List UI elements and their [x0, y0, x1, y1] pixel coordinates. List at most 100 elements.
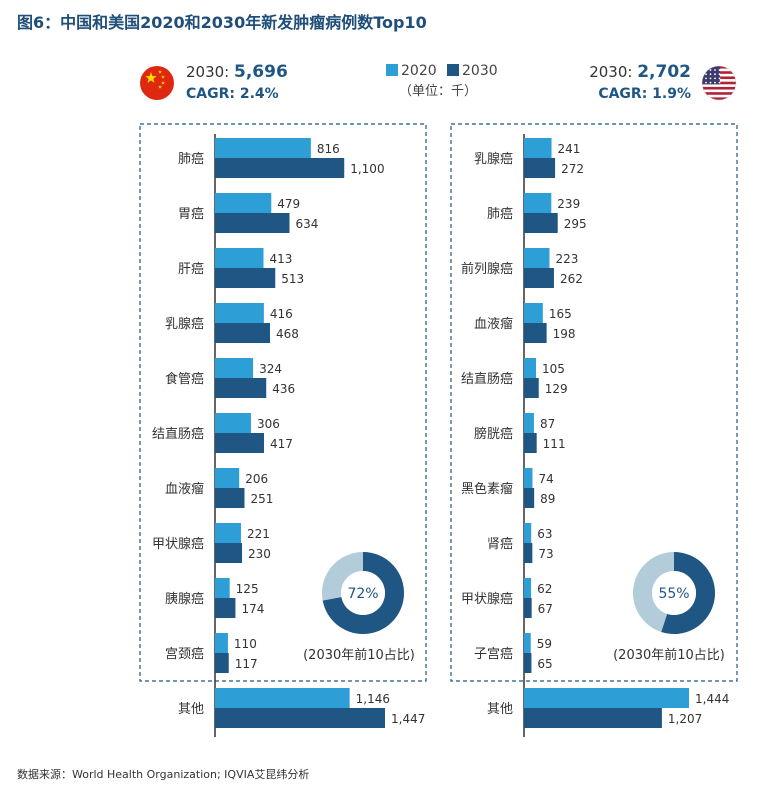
usa-flag-star — [705, 81, 707, 84]
value-label-2020: 63 — [537, 527, 552, 541]
value-label-2030: 198 — [553, 327, 576, 341]
value-label-2030: 174 — [241, 602, 264, 616]
bar-2030-China — [215, 488, 245, 508]
usa-flag-stripe — [702, 94, 736, 98]
usa-flag-star — [714, 69, 716, 71]
value-label-2020: 59 — [537, 637, 552, 651]
usa-flag-star — [718, 81, 721, 84]
total-2030-value: 2,702 — [637, 62, 691, 82]
bar-2020-China — [215, 578, 230, 598]
bar-2020-USA — [524, 138, 552, 158]
category-label: 胰腺癌 — [165, 591, 204, 607]
total-2030-label: 2030: — [589, 63, 637, 81]
value-label-2020: 221 — [247, 527, 270, 541]
bar-2030-USA — [524, 378, 539, 398]
category-label: 乳腺癌 — [474, 151, 513, 167]
bar-2030-China — [215, 158, 345, 178]
category-label: 其他 — [487, 702, 513, 717]
usa-flag-stripe — [702, 97, 736, 100]
donut-hole-USA — [652, 571, 696, 615]
value-label-2020: 1,146 — [356, 692, 390, 706]
value-label-2030: 262 — [560, 272, 583, 286]
category-label: 其他 — [178, 702, 204, 717]
bar-2020-China — [215, 248, 264, 268]
usa-flag-star — [714, 77, 716, 80]
source-note: 数据来源：World Health Organization; IQVIA艾昆纬… — [17, 768, 310, 781]
value-label-2030: 89 — [540, 492, 555, 506]
china-flag-star — [145, 72, 157, 83]
value-label-2020: 479 — [277, 197, 300, 211]
value-label-2030: 272 — [561, 162, 584, 176]
value-label-2030: 436 — [272, 382, 295, 396]
value-label-2030: 230 — [248, 547, 271, 561]
china-flag-star — [161, 75, 165, 79]
value-label-2020: 241 — [558, 142, 581, 156]
value-label-2030: 67 — [538, 602, 553, 616]
value-label-2020: 74 — [538, 472, 553, 486]
bar-2020-China — [215, 468, 240, 488]
bar-2020-USA — [524, 688, 689, 708]
bar-2030-China — [215, 268, 276, 288]
category-label: 肝癌 — [178, 261, 204, 277]
legend-swatch-2030 — [447, 64, 459, 76]
category-label: 血液瘤 — [474, 316, 513, 332]
bar-2020-China — [215, 413, 251, 433]
china-flag-star — [161, 81, 165, 85]
legend-label-2020: 2020 — [401, 63, 437, 79]
bar-2020-China — [215, 358, 254, 378]
category-label: 黑色素瘤 — [461, 481, 513, 497]
value-label-2020: 105 — [542, 362, 565, 376]
value-label-2030: 117 — [235, 657, 258, 671]
value-label-2030: 65 — [537, 657, 552, 671]
bar-2020-USA — [524, 303, 543, 323]
bar-2030-USA — [524, 433, 537, 453]
value-label-2030: 1,447 — [391, 712, 425, 726]
china-flag-disc — [140, 66, 174, 100]
bar-2030-USA — [524, 488, 535, 508]
bar-2030-China — [215, 708, 385, 728]
value-label-2030: 1,207 — [668, 712, 702, 726]
category-label: 结直肠癌 — [461, 371, 513, 387]
legend-label-2030: 2030 — [462, 63, 498, 79]
bar-2020-China — [215, 633, 228, 653]
bar-2020-China — [215, 688, 350, 708]
bar-2020-USA — [524, 468, 533, 488]
total-2030-China: 2030: 5,696 — [186, 62, 288, 82]
bar-2030-USA — [524, 158, 556, 178]
bar-2020-USA — [524, 523, 532, 543]
category-label: 甲状腺癌 — [152, 536, 204, 552]
total-2030-USA: 2030: 2,702 — [589, 62, 691, 82]
bar-2030-USA — [524, 708, 662, 728]
bar-2030-China — [215, 653, 229, 673]
bar-2030-China — [215, 433, 264, 453]
bar-2030-USA — [524, 653, 532, 673]
value-label-2020: 324 — [259, 362, 282, 376]
category-label: 胃癌 — [178, 206, 204, 222]
usa-flag-star — [709, 77, 712, 80]
donut-share-label-China: 72% — [347, 586, 378, 602]
category-label: 乳腺癌 — [165, 316, 204, 332]
donut-hole-China — [341, 571, 385, 615]
bar-2020-USA — [524, 413, 534, 433]
value-label-2020: 125 — [236, 582, 259, 596]
donut-caption-China: (2030年前10占比) — [303, 647, 415, 663]
value-label-2020: 306 — [257, 417, 280, 431]
value-label-2030: 73 — [538, 547, 553, 561]
value-label-2020: 206 — [245, 472, 268, 486]
value-label-2030: 111 — [543, 437, 566, 451]
category-label: 肾癌 — [487, 536, 513, 552]
china-flag-star — [158, 85, 162, 89]
usa-flag-icon — [701, 65, 737, 101]
value-label-2030: 468 — [276, 327, 299, 341]
usa-flag-stripe — [702, 86, 736, 90]
cagr-USA: CAGR: 1.9% — [598, 86, 691, 102]
bar-2030-USA — [524, 323, 547, 343]
bar-2030-USA — [524, 543, 533, 563]
category-label: 食管癌 — [165, 371, 204, 387]
usa-flag-star — [718, 73, 721, 76]
category-label: 结直肠癌 — [152, 426, 204, 442]
china-flag-icon — [140, 66, 174, 100]
bar-2030-China — [215, 543, 243, 563]
legend-swatch-2020 — [386, 64, 398, 76]
